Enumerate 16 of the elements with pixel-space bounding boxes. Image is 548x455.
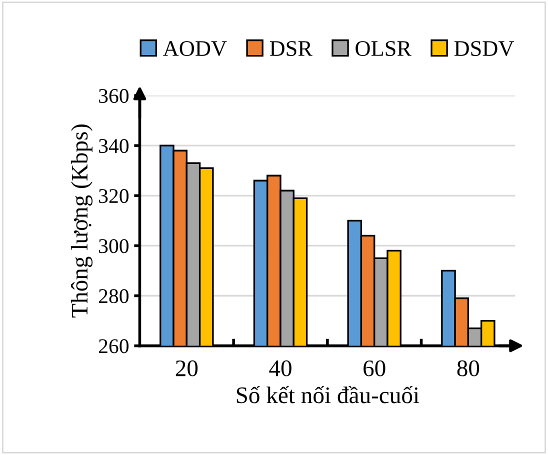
y-tick-label: 340 [99,138,129,154]
x-tick-label: 60 [364,360,386,376]
y-tick-label: 300 [99,239,129,254]
x-tick-label: 40 [269,360,292,376]
y-axis-title: Thông lượng (Kbps) [70,124,93,318]
legend-label: OLSR [356,41,412,56]
x-tick-label: 80 [457,360,480,376]
y-tick-label: 360 [99,88,129,103]
y-tick-label: 280 [98,289,129,304]
legend-label: DSR [270,41,312,56]
x-axis-title: Số kết nối đầu-cuối [236,386,420,404]
x-tick-label: 20 [176,360,198,376]
legend-label: DSDV [454,41,514,56]
legend-label: AODV [163,41,227,56]
y-tick-label: 320 [99,189,129,204]
y-tick-label: 260 [98,339,129,354]
